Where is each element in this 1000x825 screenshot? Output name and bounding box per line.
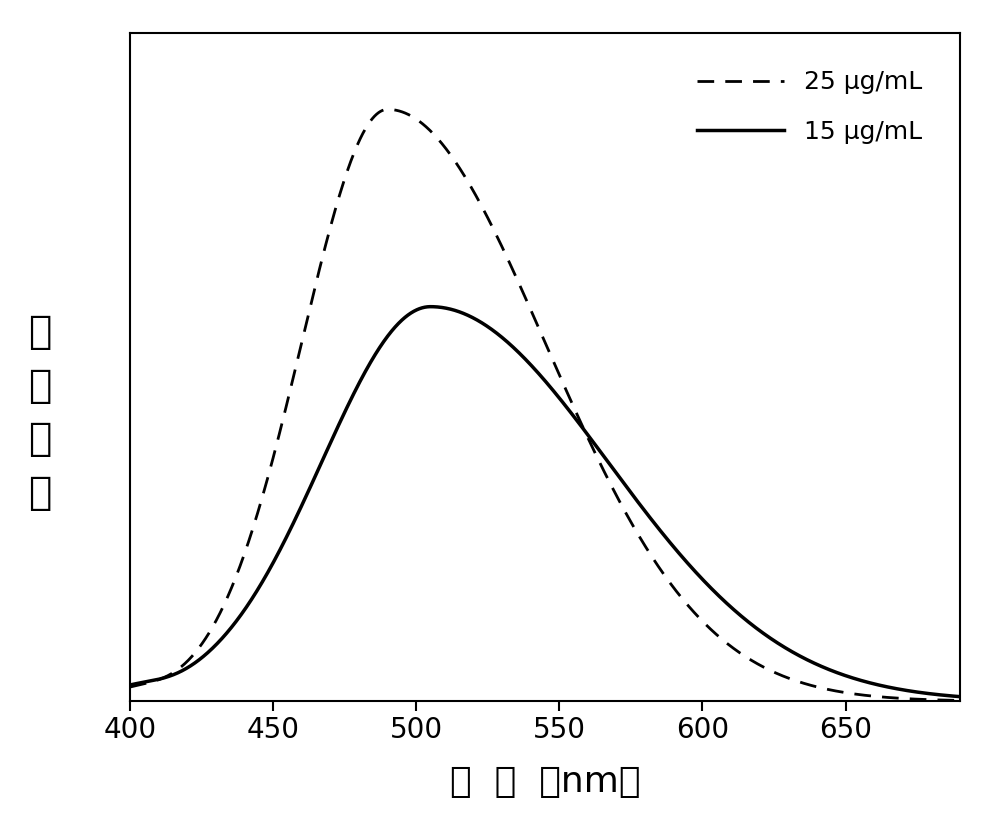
15 μg/mL — [983, 694, 995, 704]
15 μg/mL — [542, 380, 554, 389]
15 μg/mL — [801, 654, 813, 664]
25 μg/mL — [958, 695, 970, 705]
15 μg/mL — [519, 354, 531, 364]
25 μg/mL — [124, 682, 136, 692]
X-axis label: 波  长  （nm）: 波 长 （nm） — [450, 765, 640, 799]
Text: 强: 强 — [28, 420, 52, 459]
15 μg/mL — [958, 692, 970, 702]
Line: 25 μg/mL: 25 μg/mL — [130, 110, 989, 701]
15 μg/mL — [425, 302, 437, 312]
25 μg/mL — [519, 292, 531, 302]
Line: 15 μg/mL: 15 μg/mL — [130, 307, 989, 699]
Text: 度: 度 — [28, 474, 52, 512]
15 μg/mL — [958, 692, 970, 702]
25 μg/mL — [168, 667, 180, 677]
25 μg/mL — [382, 105, 394, 115]
25 μg/mL — [801, 679, 813, 689]
25 μg/mL — [983, 696, 995, 706]
Text: 荧: 荧 — [28, 313, 52, 351]
25 μg/mL — [958, 695, 970, 705]
Text: 光: 光 — [28, 366, 52, 405]
25 μg/mL — [542, 344, 554, 354]
15 μg/mL — [124, 680, 136, 690]
Legend: 25 μg/mL, 15 μg/mL: 25 μg/mL, 15 μg/mL — [672, 45, 948, 168]
15 μg/mL — [168, 670, 180, 680]
